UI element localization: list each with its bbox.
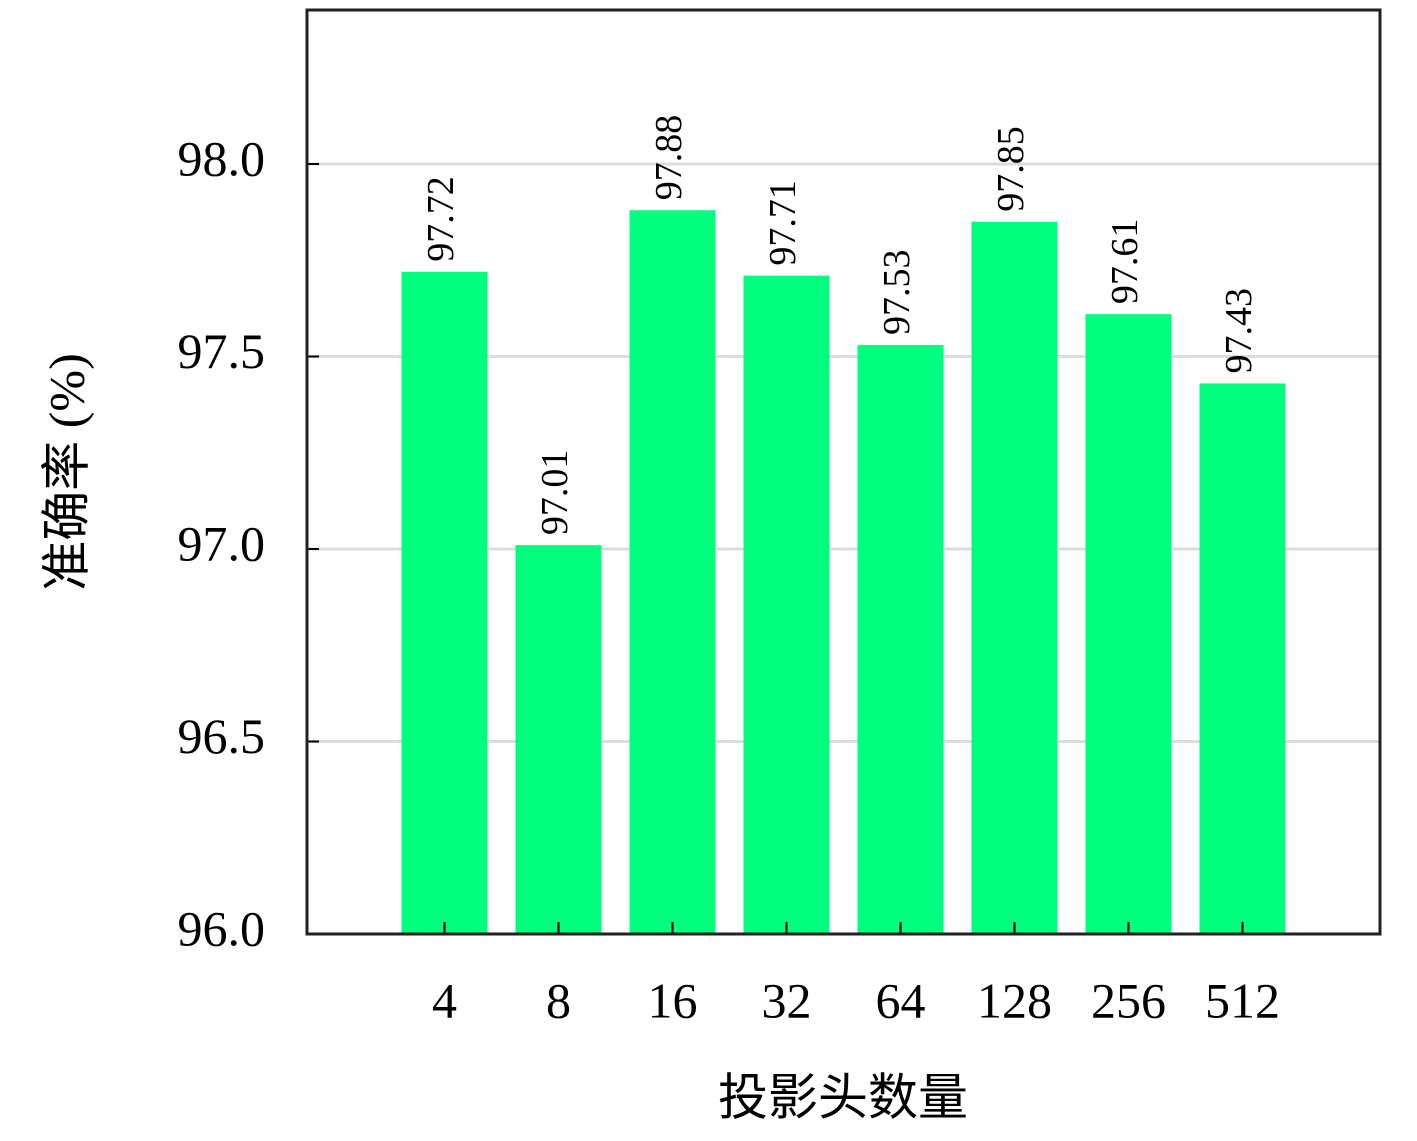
value-label: 97.43: [1218, 288, 1260, 374]
y-tick-label: 96.5: [178, 708, 266, 764]
value-label: 97.72: [420, 176, 462, 262]
x-axis-label: 投影头数量: [718, 1069, 968, 1125]
bar: [971, 221, 1058, 934]
y-tick-label: 97.5: [178, 323, 266, 379]
value-label: 97.61: [1104, 219, 1146, 305]
x-tick-label: 16: [648, 972, 698, 1028]
y-tick-label: 96.0: [178, 900, 266, 956]
x-tick-label: 8: [546, 972, 571, 1028]
bar: [515, 545, 602, 934]
bar: [1199, 383, 1286, 934]
y-tick-label: 98.0: [178, 130, 266, 186]
value-label: 97.01: [534, 450, 576, 536]
value-label: 97.53: [876, 249, 918, 335]
bar: [401, 271, 488, 934]
value-label: 97.85: [990, 126, 1032, 212]
value-label: 97.71: [762, 180, 804, 266]
x-tick-label: 256: [1091, 972, 1166, 1028]
plot-frame: [305, 8, 1382, 936]
y-tick-label: 97.0: [178, 515, 266, 571]
x-tick-label: 512: [1205, 972, 1280, 1028]
bar: [629, 210, 716, 934]
x-tick-label: 4: [432, 972, 457, 1028]
bar: [743, 275, 830, 934]
bar: [857, 344, 944, 934]
x-tick-label: 32: [762, 972, 812, 1028]
y-axis-label: 准确率 (%): [38, 353, 94, 590]
value-label: 97.88: [648, 115, 690, 201]
x-tick-label: 64: [876, 972, 926, 1028]
bar: [1085, 314, 1172, 934]
x-tick-label: 128: [977, 972, 1052, 1028]
